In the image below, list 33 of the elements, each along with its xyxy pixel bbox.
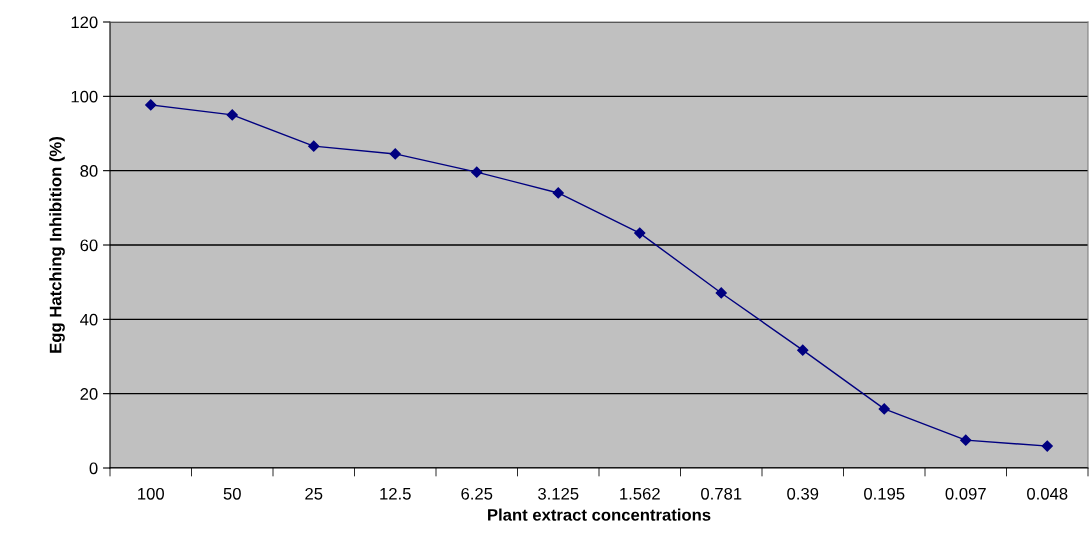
point	[1041, 440, 1053, 452]
y-tick-label: 60	[80, 239, 98, 252]
x-tick-label: 0.39	[787, 487, 819, 500]
point	[471, 166, 483, 178]
point	[715, 287, 727, 299]
point	[552, 187, 564, 199]
x-tick-label: 100	[138, 487, 164, 500]
x-tick-label: 0.097	[945, 487, 986, 500]
x-axis-title: Plant extract concentrations	[488, 508, 711, 521]
point	[960, 434, 972, 446]
y-tick-label: 120	[71, 16, 98, 29]
point	[797, 344, 809, 356]
y-axis-title: Egg Hatching Inhibition (%)	[49, 137, 65, 353]
y-tick-label: 40	[80, 313, 98, 326]
x-tick-label: 6.25	[461, 487, 493, 500]
x-tick-label: 0.195	[864, 487, 905, 500]
y-tick-label: 0	[89, 462, 98, 475]
point	[878, 403, 890, 415]
y-tick-label: 100	[71, 90, 98, 103]
point	[308, 140, 320, 152]
x-tick-label: 25	[305, 487, 323, 500]
point	[634, 227, 646, 239]
point	[226, 109, 238, 121]
x-tick-label: 1.562	[620, 487, 660, 500]
y-tick-label: 80	[80, 165, 98, 177]
point	[389, 148, 401, 160]
x-tick-label: 0.048	[1027, 487, 1068, 500]
x-tick-label: 12.5	[380, 487, 411, 500]
y-tick-label: 20	[80, 388, 98, 400]
point	[145, 99, 157, 111]
x-tick-label: 0.781	[701, 487, 742, 500]
x-tick-label: 3.125	[538, 487, 579, 500]
x-tick-label: 50	[223, 487, 241, 500]
